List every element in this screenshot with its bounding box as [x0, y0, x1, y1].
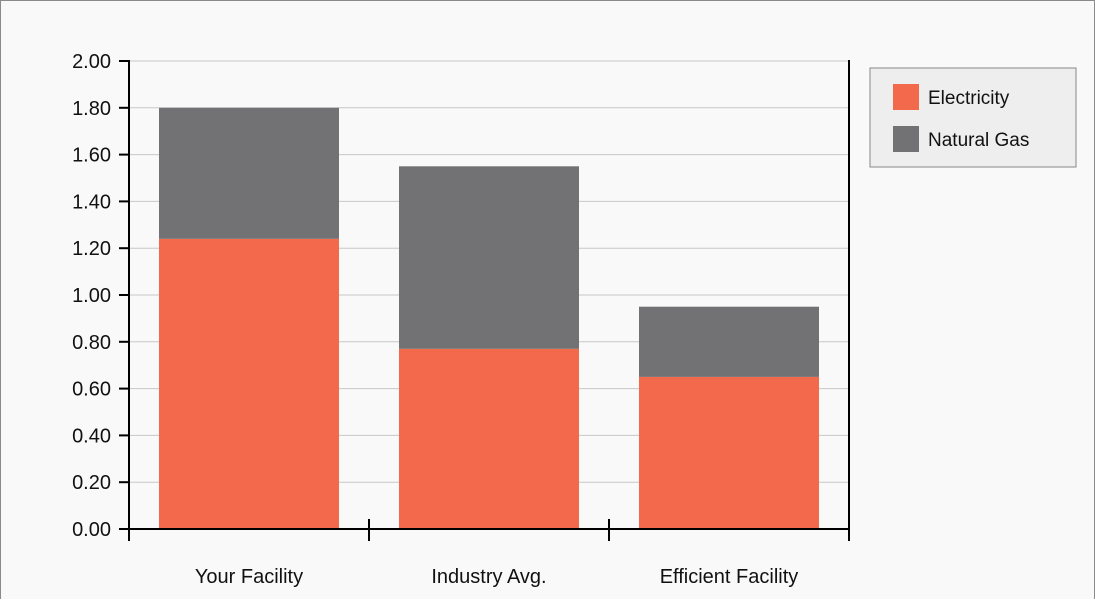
y-tick-label: 1.60 — [72, 145, 111, 167]
y-tick-label: 0.00 — [72, 519, 111, 541]
bars — [159, 107, 819, 529]
y-tick-label: 0.60 — [72, 379, 111, 401]
legend-label: Electricity — [928, 88, 1010, 109]
x-tick-label: Efficient Facility — [660, 566, 799, 588]
legend-label: Natural Gas — [928, 130, 1029, 151]
legend-swatch — [893, 84, 919, 110]
y-tick-label: 1.20 — [72, 238, 111, 260]
y-tick-label: 2.00 — [72, 51, 111, 73]
x-tick-labels: Your Facility Industry Avg. Efficient Faci… — [195, 566, 798, 588]
bar-electricity-1 — [399, 348, 579, 529]
y-tick-label: 0.80 — [72, 332, 111, 354]
y-tick-label: 1.40 — [72, 191, 111, 213]
y-tick-label: 1.80 — [72, 98, 111, 120]
legend-box — [869, 67, 1077, 168]
bar-electricity-0 — [159, 238, 339, 529]
x-tick-label: Your Facility — [195, 566, 303, 588]
bar-natural-gas-2 — [639, 306, 819, 377]
x-tick-label: Industry Avg. — [431, 566, 546, 588]
legend-swatch — [893, 126, 919, 152]
bar-natural-gas-1 — [399, 166, 579, 349]
axes — [119, 60, 850, 541]
y-tick-labels: 0.00 0.20 0.40 0.60 0.80 1.00 1.20 1.40 1.60 1.80… — [72, 51, 111, 541]
y-tick-label: 0.20 — [72, 472, 111, 494]
legend: Electricity Natural Gas — [869, 67, 1077, 168]
y-tick-label: 0.40 — [72, 425, 111, 447]
y-tick-label: 1.00 — [72, 285, 111, 307]
bar-electricity-2 — [639, 376, 819, 529]
bar-natural-gas-0 — [159, 107, 339, 239]
